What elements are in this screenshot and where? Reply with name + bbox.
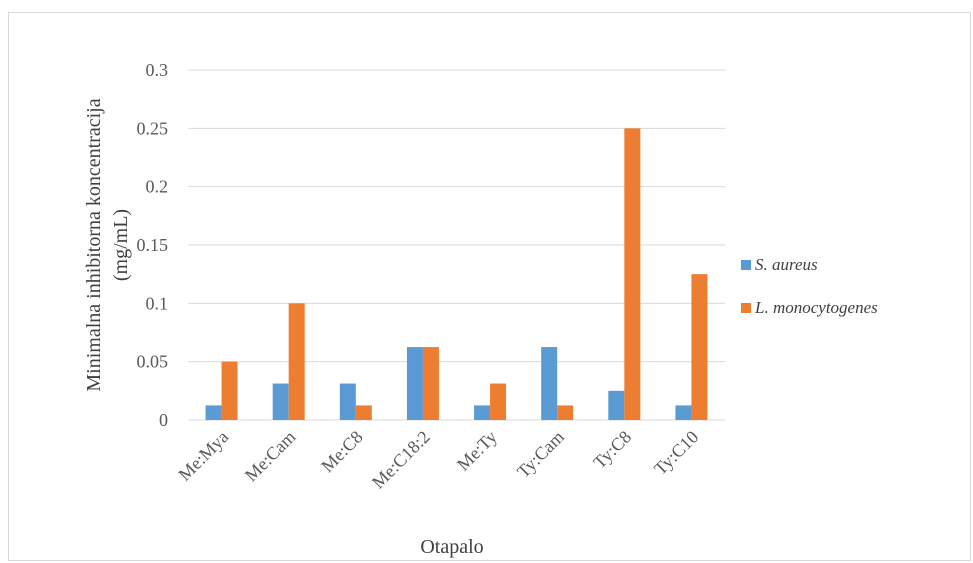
y-axis-title-line2: (mg/mL) [110, 209, 132, 281]
y-tick-label: 0.2 [146, 177, 169, 197]
y-tick-labels: 0 0.05 0.1 0.15 0.2 0.25 0.3 [137, 60, 169, 430]
bars [205, 128, 708, 421]
bar [288, 303, 305, 420]
y-tick-label: 0.15 [137, 235, 169, 255]
bar [608, 390, 625, 420]
y-tick-label: 0.05 [137, 352, 169, 372]
bar [675, 405, 692, 420]
chart-frame [8, 12, 971, 561]
y-tick-label: 0.3 [146, 60, 169, 80]
bar [422, 347, 439, 420]
bar [355, 405, 372, 420]
x-tick-label: Ty:Cam [513, 427, 568, 482]
bar [406, 347, 423, 420]
y-tick-label: 0.25 [137, 118, 169, 138]
x-axis-title: Otapalo [420, 536, 483, 558]
bar [490, 383, 507, 420]
bar [541, 347, 558, 420]
legend-label: L. monocytogenes [754, 298, 878, 317]
y-axis-title-line1: Minimalna inhibitorna koncentracija [83, 98, 105, 391]
legend: S. aureus L. monocytogenes [741, 255, 878, 317]
legend-label: S. aureus [755, 255, 818, 274]
x-tick-label: Me:C8 [317, 427, 367, 477]
gridlines [188, 69, 725, 421]
y-tick-label: 0.1 [146, 293, 169, 313]
bar [221, 361, 238, 420]
legend-swatch [741, 260, 751, 270]
x-tick-label: Me:Cam [241, 427, 300, 486]
y-tick-label: 0 [159, 410, 168, 430]
x-tick-label: Me:Ty [453, 427, 501, 475]
bar [272, 383, 289, 420]
x-tick-labels: Me:Mya Me:Cam Me:C8 Me:C18:2 Me:Ty Ty:Cam Ty:C… [174, 427, 702, 493]
bar [557, 405, 574, 420]
x-tick-label: Ty:C8 [589, 427, 635, 473]
bar [339, 383, 356, 420]
bar [691, 274, 708, 420]
bar [624, 128, 641, 421]
bar [474, 405, 491, 420]
x-tick-label: Me:C18:2 [368, 427, 434, 493]
legend-swatch [741, 303, 751, 313]
x-tick-label: Me:Mya [174, 427, 232, 485]
bar [205, 405, 222, 420]
x-tick-label: Ty:C10 [650, 427, 702, 479]
